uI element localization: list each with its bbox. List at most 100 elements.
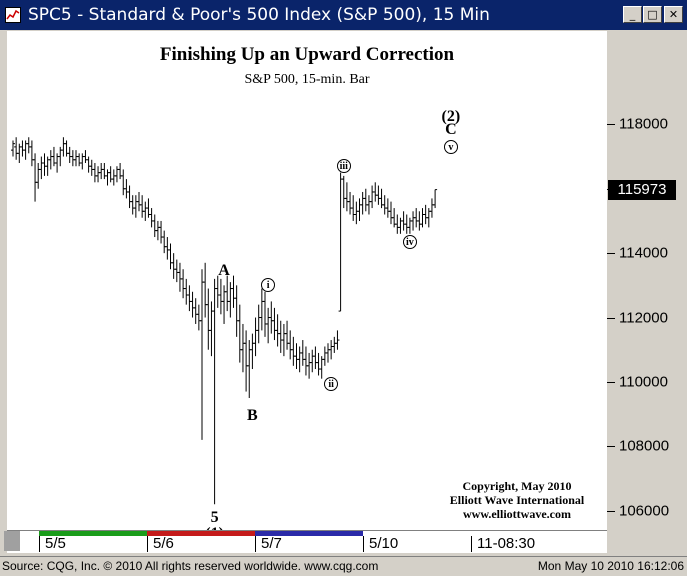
price-bar (39, 156, 44, 180)
y-tick-label: 112000 (619, 309, 668, 327)
price-bar (303, 346, 308, 376)
price-bar (215, 275, 220, 308)
price-bar (36, 162, 41, 189)
price-bar (423, 204, 428, 225)
y-tick (607, 446, 615, 448)
copyright-line: Copyright, May 2010 (462, 479, 572, 493)
price-bar (326, 343, 330, 363)
price-bar (354, 201, 359, 225)
price-bar (297, 346, 302, 373)
scroll-corner[interactable] (4, 531, 20, 551)
price-bar (162, 230, 167, 254)
y-tick-label: 108000 (619, 437, 670, 455)
price-axis[interactable]: 118000 114000 112000 110000 108000 106000 1159… (607, 31, 685, 530)
wave-circle-label: iv (402, 234, 417, 249)
price-bar (401, 211, 406, 231)
price-bar (80, 153, 85, 170)
title-bar[interactable]: SPC5 - Standard & Poor's 500 Index (S&P … (0, 0, 687, 30)
price-bar (209, 301, 214, 357)
copyright-block: Copyright, May 2010 Elliott Wave Interna… (442, 479, 592, 521)
price-bar (247, 340, 252, 399)
price-bar (127, 185, 132, 209)
price-bar (152, 214, 157, 238)
price-bar (300, 340, 305, 366)
price-bar (316, 352, 321, 376)
price-bar (184, 278, 189, 305)
price-bar (429, 198, 434, 218)
price-bar (225, 275, 230, 312)
price-bar (190, 291, 195, 318)
price-bar (174, 259, 179, 283)
close-icon: ✕ (668, 8, 679, 21)
price-bar (395, 214, 400, 234)
time-axis[interactable]: 5/5 5/6 5/7 5/10 11-08:30 (7, 530, 607, 553)
price-bar (228, 282, 233, 318)
price-bar (11, 140, 15, 157)
price-bar (250, 333, 255, 370)
price-bar (42, 153, 47, 176)
price-bar (111, 169, 116, 186)
price-bar (61, 137, 66, 157)
wave-circle-label: iii (336, 159, 351, 174)
price-bar (382, 195, 387, 215)
price-bar (363, 188, 368, 212)
price-chart (11, 137, 438, 505)
price-bar (96, 166, 101, 183)
price-bar (99, 162, 104, 180)
x-tick-label: 5/7 (255, 536, 282, 552)
price-bar (200, 269, 204, 440)
y-tick (607, 381, 615, 383)
x-tick-label: 5/5 (39, 536, 66, 552)
minimize-button[interactable]: _ (623, 6, 642, 23)
price-bar (322, 346, 327, 366)
x-tick-label: 5/6 (147, 536, 174, 552)
price-bar (171, 253, 176, 279)
status-source: Source: CQG, Inc. © 2010 All rights rese… (2, 559, 379, 573)
price-bar (348, 191, 353, 215)
price-bar (92, 162, 97, 183)
price-bar (118, 162, 123, 180)
status-bar: Source: CQG, Inc. © 2010 All rights rese… (0, 556, 687, 576)
price-bar (143, 201, 148, 221)
price-bar (140, 195, 145, 218)
wave-label: 5 (210, 508, 219, 526)
copyright-company: Elliott Wave International (449, 493, 585, 507)
price-bar (341, 175, 346, 209)
price-bar (86, 156, 91, 173)
price-bar (70, 150, 75, 167)
wave-label: C (445, 120, 457, 138)
plot-area[interactable]: Finishing Up an Upward Correction S&P 50… (7, 31, 607, 542)
price-bar (269, 301, 274, 334)
price-bar (376, 185, 381, 205)
price-bar (105, 169, 110, 186)
price-bar (288, 330, 293, 360)
price-bar (114, 166, 119, 183)
price-bar (291, 336, 296, 366)
price-bar (222, 285, 227, 324)
price-bar (108, 166, 113, 183)
price-bar (20, 140, 25, 157)
price-bar (14, 137, 19, 160)
price-bar (29, 140, 34, 167)
wave-label: (2) (441, 107, 461, 125)
y-tick (607, 124, 615, 126)
session-color-band (255, 531, 363, 536)
price-bar (373, 182, 378, 202)
price-bar (155, 220, 160, 241)
price-bar (203, 262, 208, 318)
chart-title: Finishing Up an Upward Correction (159, 44, 455, 65)
close-button[interactable]: ✕ (664, 6, 683, 23)
price-bar (310, 349, 315, 373)
price-bar (234, 285, 239, 337)
price-bar (77, 153, 82, 167)
copyright-url: www.elliottwave.com (463, 507, 571, 521)
price-bar (231, 275, 236, 308)
session-color-band (363, 531, 471, 536)
maximize-button[interactable]: □ (643, 6, 662, 23)
price-bar (420, 208, 425, 228)
price-bar (332, 336, 337, 353)
price-bar (414, 208, 419, 228)
y-tick (607, 253, 615, 255)
price-bar (294, 343, 299, 370)
